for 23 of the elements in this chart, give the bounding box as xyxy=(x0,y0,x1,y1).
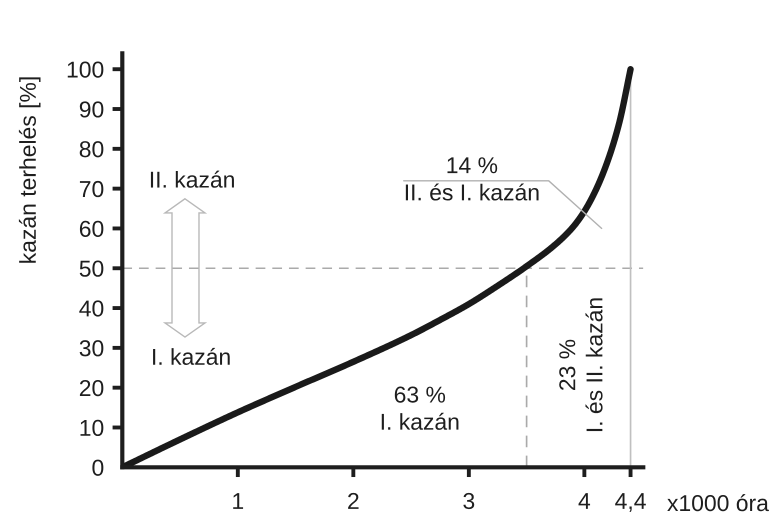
y-tick-label: 90 xyxy=(80,101,104,118)
x-axis-title: x1000 óra xyxy=(667,494,769,512)
y-tick-label: 70 xyxy=(80,180,104,198)
annotation: 23 % I. és II. kazán xyxy=(559,298,603,432)
y-tick-label: 60 xyxy=(80,220,104,237)
y-tick-label: 0 xyxy=(92,460,104,476)
y-tick-label: 10 xyxy=(80,420,104,436)
x-tick-label: 2 xyxy=(348,492,359,509)
annotation: 14 % II. és I. kazán xyxy=(406,157,539,201)
annotation: I. kazán xyxy=(153,348,230,365)
annotation: 63 % I. kazán xyxy=(382,386,458,430)
y-tick-label: 20 xyxy=(80,380,104,396)
y-tick-label: 100 xyxy=(68,62,104,78)
y-tick-label: 40 xyxy=(79,300,104,317)
x-tick-label: 1 xyxy=(233,493,244,509)
y-tick-label: 50 xyxy=(80,260,104,277)
y-axis-title: kazán terhelés [%] xyxy=(18,77,41,263)
y-tick-label: 30 xyxy=(80,340,104,356)
y-tick-label: 80 xyxy=(80,141,104,158)
x-tick-label: 3 xyxy=(463,492,474,510)
x-tick-label: 4,4 xyxy=(615,493,646,512)
annotation: II. kazán xyxy=(150,170,234,188)
x-tick-label: 4 xyxy=(578,493,590,509)
